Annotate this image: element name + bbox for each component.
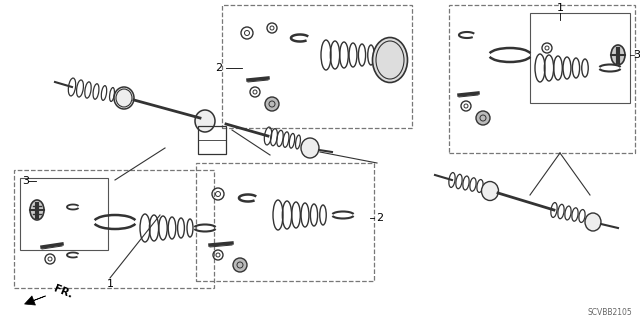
- Text: 3: 3: [22, 176, 29, 186]
- FancyArrowPatch shape: [24, 296, 45, 305]
- Ellipse shape: [114, 87, 134, 109]
- Bar: [14, 170, 214, 288]
- Circle shape: [265, 97, 279, 111]
- Bar: [20, 178, 108, 250]
- Ellipse shape: [611, 45, 625, 65]
- Ellipse shape: [30, 200, 44, 220]
- Text: FR.: FR.: [52, 284, 74, 300]
- Ellipse shape: [481, 182, 499, 201]
- Bar: [198, 126, 226, 154]
- Ellipse shape: [301, 138, 319, 158]
- Text: 2: 2: [376, 213, 383, 223]
- Bar: [222, 5, 412, 128]
- Circle shape: [233, 258, 247, 272]
- Ellipse shape: [585, 213, 601, 231]
- Text: SCVBB2105: SCVBB2105: [588, 308, 632, 317]
- Text: 1: 1: [557, 3, 563, 13]
- Bar: [449, 5, 635, 153]
- Text: 2: 2: [215, 63, 222, 73]
- Text: 3: 3: [633, 50, 640, 60]
- Ellipse shape: [195, 110, 215, 132]
- Text: 1: 1: [106, 279, 113, 289]
- Ellipse shape: [372, 38, 408, 83]
- Bar: [530, 13, 630, 103]
- Circle shape: [476, 111, 490, 125]
- Bar: [196, 163, 374, 281]
